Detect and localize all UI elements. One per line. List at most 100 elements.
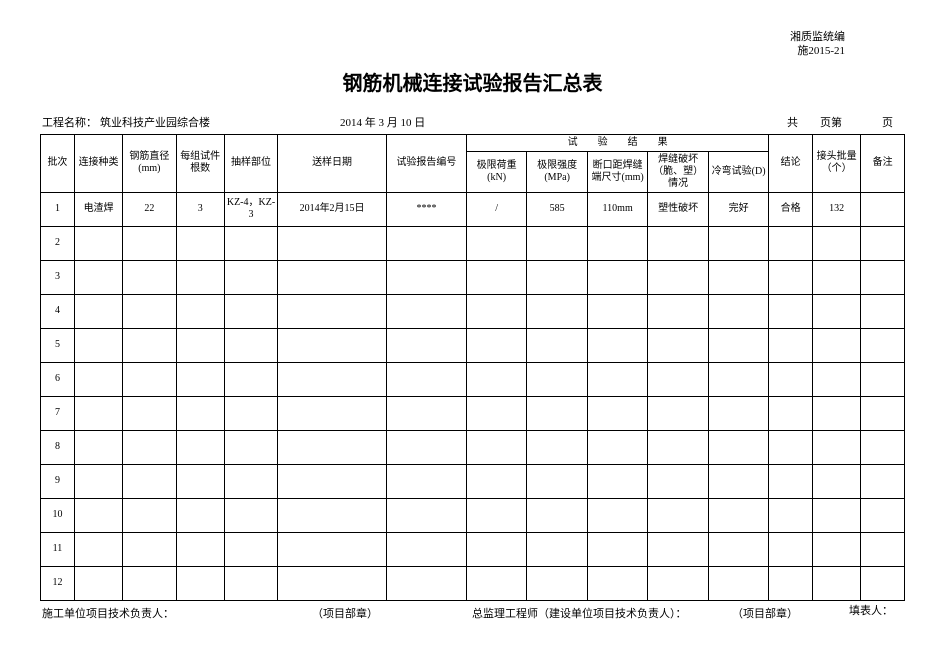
cell-strength: [527, 226, 588, 260]
cell-remark: [861, 362, 905, 396]
cell-report_no: [387, 396, 467, 430]
cell-sample_date: [278, 362, 387, 396]
cell-batch: 7: [41, 396, 75, 430]
cell-cold_bend: [708, 294, 769, 328]
cell-conn_type: [74, 260, 122, 294]
table-row: 5: [41, 328, 905, 362]
cell-weld_fracture: [648, 260, 709, 294]
cell-sampling_part: [224, 328, 277, 362]
cell-sampling_part: [224, 294, 277, 328]
cell-batch: 9: [41, 464, 75, 498]
cell-sampling_part: [224, 464, 277, 498]
table-row: 6: [41, 362, 905, 396]
cell-sample_date: [278, 260, 387, 294]
cell-sampling_part: [224, 396, 277, 430]
table-row: 7: [41, 396, 905, 430]
cell-weld_fracture: [648, 328, 709, 362]
cell-rebar_dia: [123, 226, 176, 260]
cell-conn_type: [74, 464, 122, 498]
cell-remark: [861, 498, 905, 532]
cell-sample_date: [278, 532, 387, 566]
cell-conclusion: [769, 294, 813, 328]
cell-sample_groups: [176, 328, 224, 362]
cell-cold_bend: [708, 498, 769, 532]
cell-joint_qty: [812, 464, 860, 498]
cell-sample_groups: [176, 260, 224, 294]
cell-remark: [861, 464, 905, 498]
cell-cold_bend: [708, 328, 769, 362]
cell-conn_type: [74, 430, 122, 464]
cell-rebar_dia: 22: [123, 192, 176, 226]
cell-cold_bend: 完好: [708, 192, 769, 226]
cell-weld_fracture: [648, 532, 709, 566]
page-indicator: 共 页第 页: [787, 114, 903, 130]
cell-sample_date: [278, 430, 387, 464]
cell-conclusion: [769, 226, 813, 260]
cell-cold_bend: [708, 566, 769, 600]
cell-sample_date: [278, 464, 387, 498]
cell-report_no: ****: [387, 192, 467, 226]
cell-sampling_part: [224, 362, 277, 396]
footer-row: 施工单位项目技术负责人： （项目部章） 总监理工程师（建设单位项目技术负责人）：…: [40, 605, 905, 621]
cell-sample_date: [278, 226, 387, 260]
cell-sample_groups: [176, 430, 224, 464]
header-sample-groups: 每组试件根数: [176, 134, 224, 192]
cell-rebar_dia: [123, 498, 176, 532]
cell-sample_date: [278, 396, 387, 430]
table-row: 9: [41, 464, 905, 498]
meta-row: 工程名称： 筑业科技产业园综合楼 2014 年 3 月 10 日 共 页第 页: [40, 114, 905, 130]
cell-sample_groups: [176, 362, 224, 396]
project-label: 工程名称：: [42, 114, 100, 130]
cell-cold_bend: [708, 260, 769, 294]
cell-batch: 12: [41, 566, 75, 600]
cell-gap: [587, 328, 648, 362]
table-row: 11: [41, 532, 905, 566]
cell-load: [466, 430, 527, 464]
cell-gap: [587, 430, 648, 464]
cell-conclusion: [769, 260, 813, 294]
cell-joint_qty: [812, 328, 860, 362]
cell-weld_fracture: [648, 566, 709, 600]
cell-gap: [587, 362, 648, 396]
header-conn-type: 连接种类: [74, 134, 122, 192]
cell-batch: 6: [41, 362, 75, 396]
project-value: 筑业科技产业园综合楼: [100, 114, 340, 130]
page-total-prefix: 共: [787, 117, 798, 129]
cell-cold_bend: [708, 396, 769, 430]
cell-cold_bend: [708, 362, 769, 396]
cell-batch: 10: [41, 498, 75, 532]
cell-conclusion: 合格: [769, 192, 813, 226]
cell-conclusion: [769, 430, 813, 464]
table-row: 3: [41, 260, 905, 294]
cell-conclusion: [769, 498, 813, 532]
cell-sample_date: [278, 294, 387, 328]
cell-report_no: [387, 430, 467, 464]
cell-load: [466, 226, 527, 260]
cell-strength: [527, 396, 588, 430]
cell-joint_qty: [812, 362, 860, 396]
cell-load: [466, 498, 527, 532]
header-remark: 备注: [861, 134, 905, 192]
header-conclusion: 结论: [769, 134, 813, 192]
page-total-suffix: 页第: [820, 117, 842, 129]
cell-report_no: [387, 260, 467, 294]
cell-conclusion: [769, 566, 813, 600]
cell-batch: 4: [41, 294, 75, 328]
table-row: 8: [41, 430, 905, 464]
cell-load: [466, 464, 527, 498]
cell-remark: [861, 532, 905, 566]
table-row: 4: [41, 294, 905, 328]
cell-weld_fracture: [648, 464, 709, 498]
cell-remark: [861, 192, 905, 226]
cell-strength: [527, 532, 588, 566]
cell-sample_date: [278, 566, 387, 600]
cell-joint_qty: [812, 260, 860, 294]
cell-conclusion: [769, 328, 813, 362]
cell-remark: [861, 328, 905, 362]
header-strength: 极限强度(MPa): [527, 151, 588, 192]
cell-sample_groups: [176, 226, 224, 260]
cell-strength: [527, 566, 588, 600]
cell-gap: [587, 464, 648, 498]
cell-joint_qty: [812, 226, 860, 260]
cell-weld_fracture: [648, 430, 709, 464]
